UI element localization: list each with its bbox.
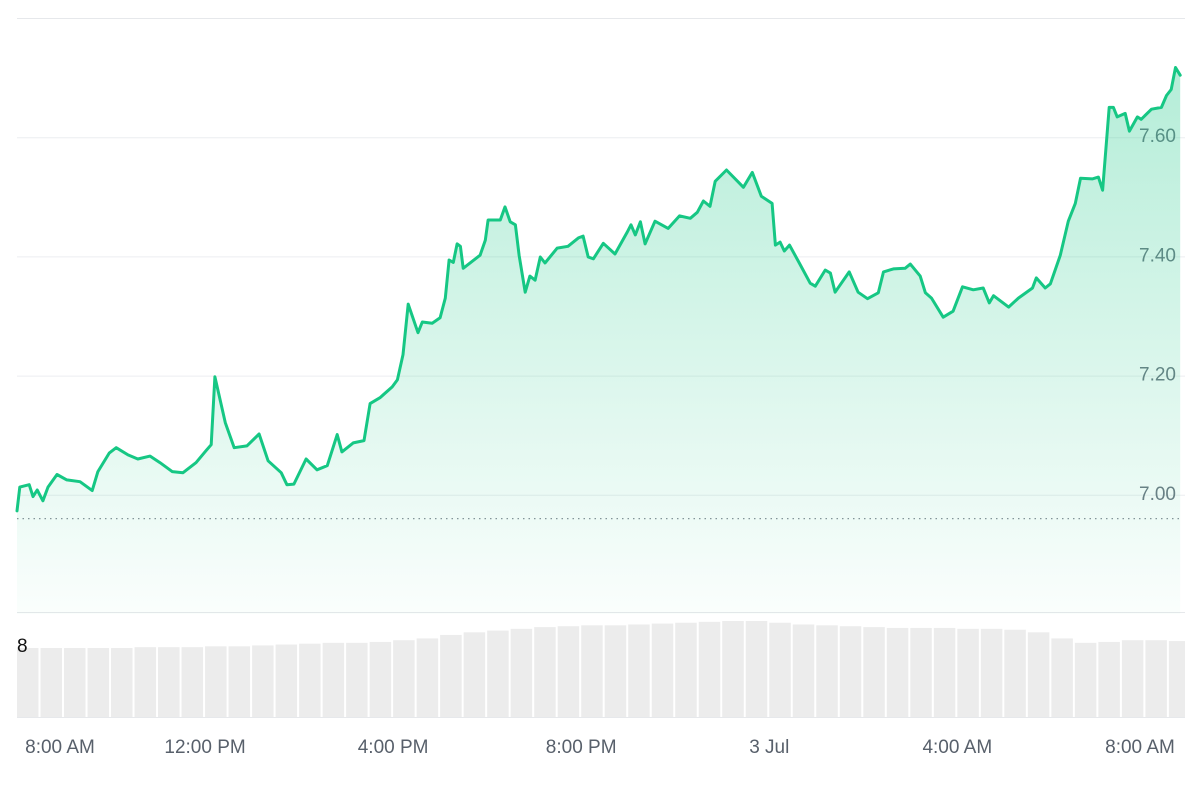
volume-bar xyxy=(1027,632,1050,717)
volume-bar xyxy=(416,638,439,717)
volume-bar xyxy=(111,648,133,717)
volume-bar xyxy=(369,641,392,717)
volume-bar xyxy=(275,644,298,717)
volume-bar xyxy=(205,646,227,717)
volume-bar xyxy=(769,622,791,717)
volume-bar xyxy=(1004,629,1026,717)
volume-bar xyxy=(1168,641,1185,717)
area-fill xyxy=(17,67,1181,614)
volume-bar xyxy=(1145,640,1167,717)
volume-bar xyxy=(463,632,486,717)
volume-bar xyxy=(252,645,274,717)
volume-bar xyxy=(487,630,509,717)
volume-bar xyxy=(134,647,157,717)
volume-bar xyxy=(863,627,885,717)
volume-bar xyxy=(722,620,744,717)
volume-bar xyxy=(393,640,415,717)
volume-bar xyxy=(581,625,603,717)
volume-tick-label: 8 xyxy=(17,636,28,657)
volume-bar xyxy=(698,621,721,717)
x-tick-label: 8:00 AM xyxy=(25,737,95,758)
x-tick-label: 4:00 PM xyxy=(358,737,429,758)
volume-bar xyxy=(651,623,674,717)
volume-bar xyxy=(64,648,86,717)
volume-bar xyxy=(17,648,39,717)
x-tick-label: 3 Jul xyxy=(749,737,789,758)
volume-bar xyxy=(1051,638,1073,717)
volume-bar xyxy=(604,625,627,717)
x-tick-label: 8:00 PM xyxy=(546,737,617,758)
x-tick-label: 4:00 AM xyxy=(922,737,992,758)
volume-bar xyxy=(1121,640,1144,717)
volume-bar xyxy=(980,628,1003,717)
volume-bar xyxy=(628,624,650,717)
volume-bar xyxy=(346,642,368,717)
volume-bar xyxy=(745,620,768,717)
volume-bar xyxy=(510,628,533,717)
volume-bar xyxy=(675,622,697,717)
x-tick-label: 12:00 PM xyxy=(164,737,245,758)
volume-bar xyxy=(557,626,580,717)
volume-bar xyxy=(534,627,556,717)
volume-bar xyxy=(1098,641,1120,717)
price-line xyxy=(15,66,1182,513)
volume-bar xyxy=(299,643,321,717)
volume-bar xyxy=(322,642,345,717)
volume-bar xyxy=(1074,642,1097,717)
volume-bar xyxy=(957,628,979,717)
volume-bar xyxy=(792,624,815,717)
volume-bar xyxy=(816,625,838,717)
volume-bar xyxy=(181,647,204,717)
volume-bar xyxy=(886,627,909,717)
volume-bar xyxy=(839,626,862,717)
x-tick-label: 8:00 AM xyxy=(1105,737,1175,758)
volume-bar xyxy=(910,627,932,717)
volume-bar xyxy=(87,648,110,717)
volume-bar xyxy=(228,646,251,717)
volume-bar xyxy=(40,648,63,717)
volume-bar xyxy=(440,634,462,717)
volume-bar xyxy=(933,627,956,717)
volume-bar xyxy=(158,647,180,717)
